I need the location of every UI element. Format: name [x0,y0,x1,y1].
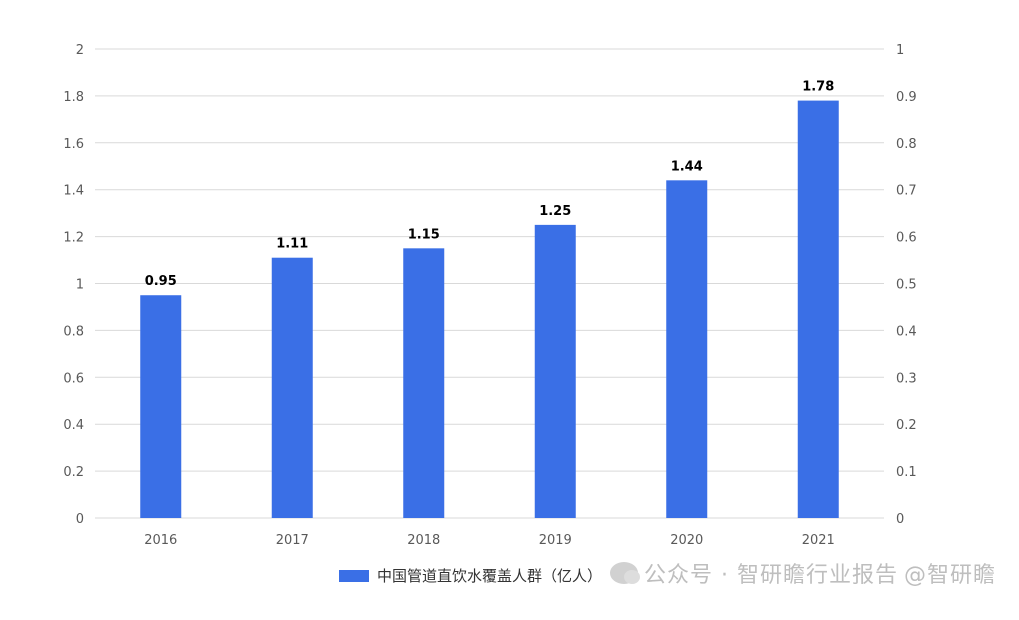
y-left-tick-label: 0.6 [63,371,84,386]
data-label: 1.15 [408,227,440,242]
legend-swatch [339,569,369,582]
y-left-tick-label: 0.4 [63,418,84,433]
legend: 中国管道直饮水覆盖人群（亿人） [339,565,602,586]
y-left-tick-label: 1.2 [63,231,84,246]
bar [140,295,182,518]
watermark-handle: @智研瞻 [903,563,996,588]
bar [797,100,839,518]
y-left-tick-label: 0 [76,512,84,527]
watermark-text: 公众号 · 智研瞻行业报告 [644,563,898,588]
bar [666,180,708,518]
y-right-tick-label: 1 [896,43,904,58]
x-tick-label: 2021 [802,533,835,548]
data-label: 1.78 [802,80,834,95]
data-label: 1.11 [276,237,308,252]
x-tick-label: 2018 [407,533,440,548]
watermark: 公众号 · 智研瞻行业报告 @智研瞻 [610,557,996,589]
bar [271,257,313,518]
y-right-tick-label: 0 [896,512,904,527]
y-right-tick-label: 0.2 [896,418,917,433]
y-left-tick-label: 1 [76,278,84,293]
wechat-icon [610,562,640,584]
y-right-tick-label: 0.5 [896,278,917,293]
data-label: 1.44 [671,159,703,174]
y-left-tick-label: 1.8 [63,90,84,105]
x-tick-label: 2020 [670,533,703,548]
y-right-tick-label: 0.1 [896,465,917,480]
y-right-tick-label: 0.4 [896,324,917,339]
y-right-tick-label: 0.7 [896,184,917,199]
data-label: 1.25 [539,204,571,219]
y-left-tick-label: 1.6 [63,137,84,152]
x-tick-label: 2017 [276,533,309,548]
y-right-tick-label: 0.9 [896,90,917,105]
data-label: 0.95 [145,274,177,289]
y-right-tick-label: 0.6 [896,231,917,246]
x-tick-label: 2016 [144,533,177,548]
y-right-tick-label: 0.8 [896,137,917,152]
bar [534,224,576,518]
legend-label: 中国管道直饮水覆盖人群（亿人） [377,567,603,585]
y-left-tick-label: 2 [76,43,84,58]
y-left-tick-label: 0.8 [63,324,84,339]
bar [403,248,445,518]
y-right-tick-label: 0.3 [896,371,917,386]
x-tick-label: 2019 [539,533,572,548]
y-left-tick-label: 0.2 [63,465,84,480]
y-left-tick-label: 1.4 [63,184,84,199]
